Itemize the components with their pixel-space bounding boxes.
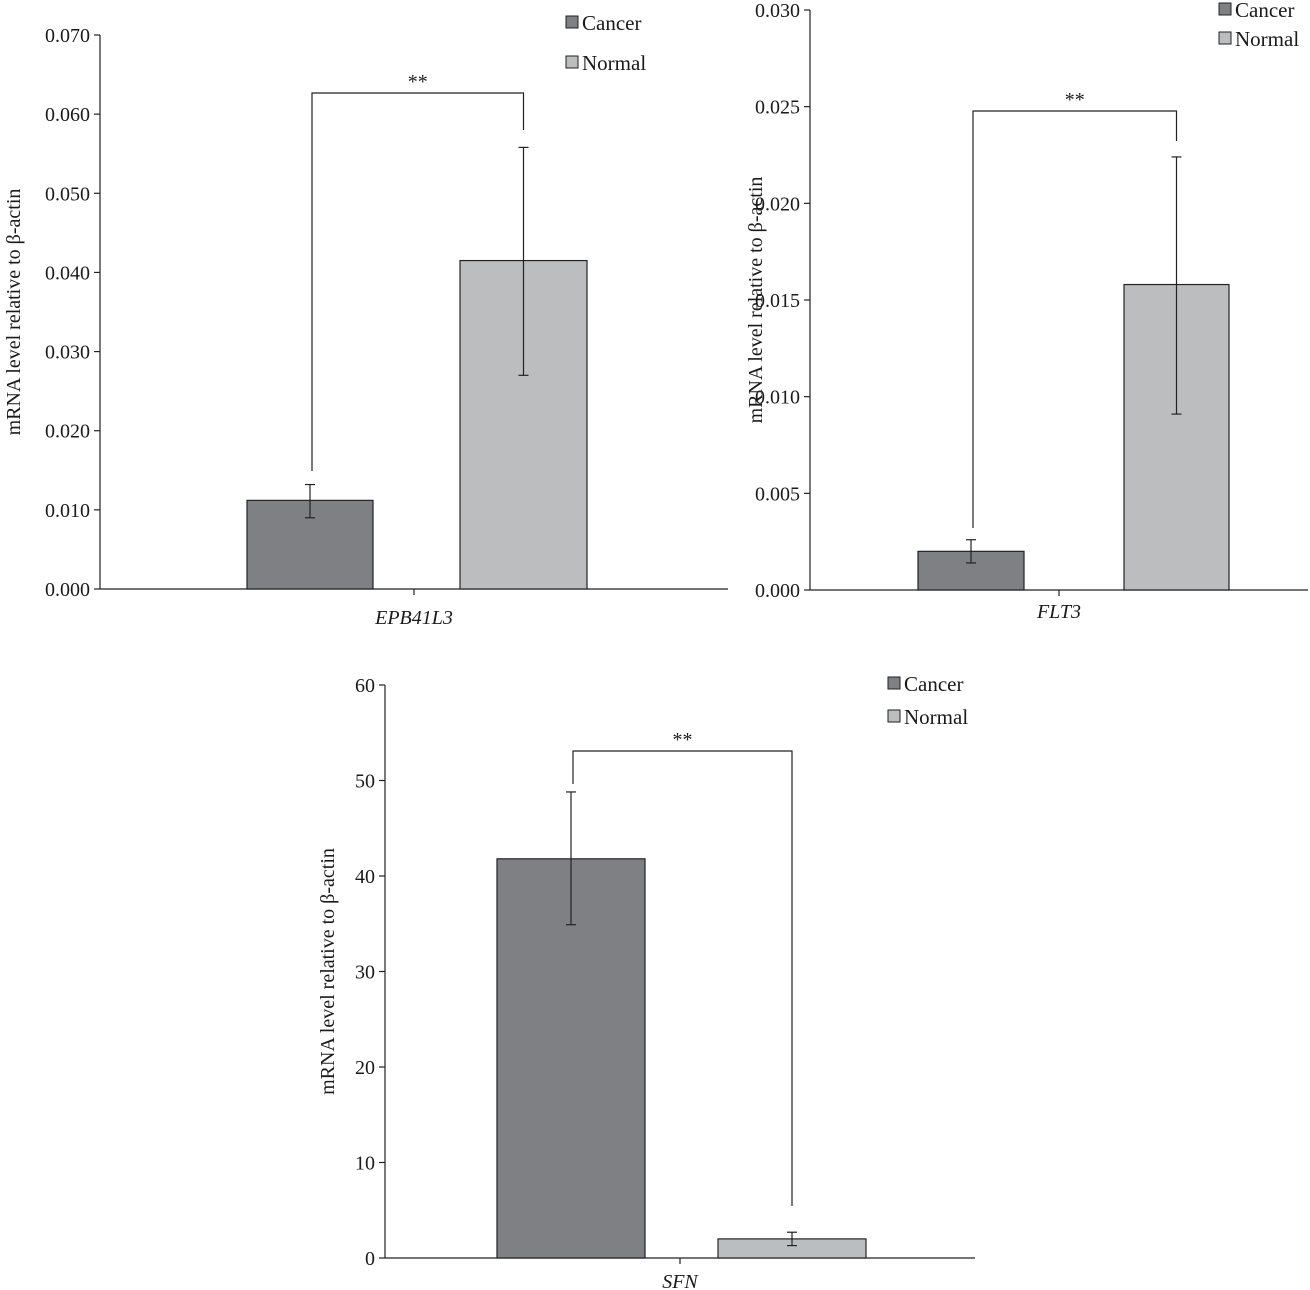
legend-label-normal: Normal [904,705,968,729]
y-tick-label: 60 [355,675,375,697]
y-tick-label: 0.025 [755,97,800,119]
y-tick-label: 0.010 [45,500,90,522]
x-category-label: SFN [662,1271,699,1290]
y-tick-label: 20 [355,1057,375,1079]
y-tick-label: 0.000 [45,579,90,601]
significance-marker: ** [1065,89,1085,111]
y-tick-label: 0.020 [45,421,90,443]
legend: Cancer Normal [1218,0,1299,51]
legend-swatch-cancer [565,15,579,29]
y-tick-label: 10 [355,1153,375,1175]
y-tick-label: 50 [355,771,375,793]
y-tick-label: 0.060 [45,104,90,126]
y-axis-title: mRNA level relative to β-actin [317,848,339,1095]
y-axis-title: mRNA level relative to β-actin [3,189,25,436]
y-tick-label: 0.015 [755,290,800,312]
chart-panel-2: 0 10 20 30 40 50 60 SFN mRNA level relative to β… [317,672,975,1290]
legend-label-cancer: Cancer [1235,0,1294,22]
legend-label-cancer: Cancer [582,11,641,35]
significance-bracket [311,92,525,471]
x-category-label: EPB41L3 [374,607,453,629]
y-tick-label: 0 [365,1248,375,1270]
x-category-label: FLT3 [1036,601,1081,623]
significance-bracket [572,750,793,1206]
bar-cancer [496,858,646,1259]
significance-bracket [972,110,1178,528]
legend-label-normal: Normal [1235,27,1299,51]
legend: Cancer Normal [887,672,968,729]
legend-label-cancer: Cancer [904,672,963,696]
y-tick-label: 0.050 [45,183,90,205]
legend-label-normal: Normal [582,51,646,75]
legend-swatch-normal [565,55,579,69]
legend-swatch-cancer [887,676,901,690]
y-tick-label: 0.040 [45,262,90,284]
legend: Cancer Normal [565,11,646,75]
y-axis-title: mRNA level relative to β-actin [745,177,767,424]
y-tick-label: 0.000 [755,580,800,602]
y-tick-label: 0.005 [755,483,800,505]
y-tick-label: 0.030 [45,342,90,364]
legend-swatch-normal [887,709,901,723]
legend-swatch-normal [1218,31,1232,45]
chart-panel-1: 0.000 0.005 0.010 0.015 0.020 0.025 0.030 FLT3 m… [745,0,1308,623]
chart-panel-0: 0.000 0.010 0.020 0.030 0.040 0.050 0.060 0.070… [3,11,728,629]
significance-marker: ** [673,729,693,751]
legend-swatch-cancer [1218,2,1232,16]
y-tick-label: 0.070 [45,25,90,47]
y-tick-label: 30 [355,962,375,984]
significance-marker: ** [408,71,428,93]
y-tick-label: 0.020 [755,193,800,215]
y-tick-label: 40 [355,866,375,888]
y-tick-label: 0.010 [755,387,800,409]
y-tick-label: 0.030 [755,0,800,22]
